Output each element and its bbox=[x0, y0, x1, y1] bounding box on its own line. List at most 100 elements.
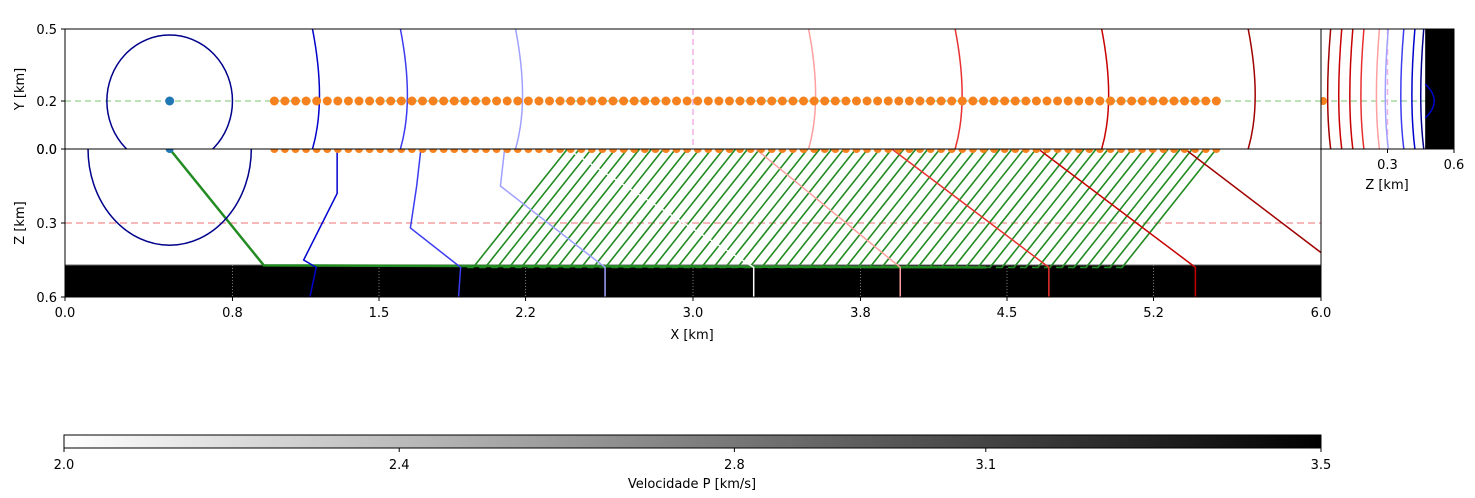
refracted-ray bbox=[659, 149, 761, 269]
map-wavefront-arc bbox=[311, 29, 321, 149]
side-wavefront bbox=[1411, 29, 1416, 149]
map-receiver-point bbox=[862, 96, 872, 106]
refracted-ray bbox=[863, 149, 965, 269]
refracted-ray bbox=[563, 149, 665, 269]
section-receiver-point bbox=[513, 149, 522, 153]
section-receiver-point bbox=[376, 149, 385, 153]
depth-section-panel: 0.00.30.60.0 0.8 1.5 2.2 3.0 3.8 4.5 5.2 6.0 X [… bbox=[13, 143, 1331, 343]
refracted-ray bbox=[1044, 149, 1145, 269]
side-xtick-label: 0.3 bbox=[1377, 158, 1398, 173]
map-receiver-point bbox=[1105, 96, 1115, 106]
section-receiver-point bbox=[492, 149, 501, 153]
map-receiver-point bbox=[1211, 96, 1221, 106]
map-receiver-point bbox=[1084, 96, 1094, 106]
section-receiver-point bbox=[725, 149, 734, 153]
section-receiver-point bbox=[990, 149, 999, 153]
refracted-ray bbox=[1104, 149, 1205, 269]
section-receiver-point bbox=[1191, 149, 1200, 153]
section-receiver-point bbox=[1127, 149, 1136, 153]
section-wavefront bbox=[1184, 149, 1321, 254]
section-receiver-point bbox=[534, 149, 543, 153]
map-receiver-point bbox=[1042, 96, 1052, 106]
refracted-ray bbox=[515, 149, 617, 269]
section-receiver-point bbox=[1201, 149, 1210, 153]
map-receiver-point bbox=[1116, 96, 1126, 106]
section-receiver-point bbox=[746, 149, 755, 153]
map-receiver-point bbox=[386, 96, 396, 106]
map-wavefront-arc bbox=[399, 29, 409, 149]
section-receiver-point bbox=[672, 149, 681, 153]
side-wavefront bbox=[1375, 29, 1381, 149]
colorbar-tick-label: 3.5 bbox=[1311, 458, 1332, 473]
refracted-ray bbox=[1056, 149, 1157, 269]
refracted-ray bbox=[695, 149, 797, 269]
refracted-ray bbox=[851, 149, 953, 269]
map-receiver-point bbox=[407, 96, 417, 106]
section-receiver-point bbox=[344, 149, 353, 153]
side-wavefront-arc bbox=[1424, 83, 1435, 119]
refracted-ray bbox=[671, 149, 773, 269]
section-wavefront bbox=[409, 149, 462, 297]
map-receiver-point bbox=[291, 96, 301, 106]
section-receiver-point bbox=[1032, 149, 1041, 153]
map-view-panel: 0.0 0.2 0.5 Y [km] bbox=[13, 23, 1322, 158]
colorbar-axes: 2.0 2.4 2.8 3.1 3.5 bbox=[54, 448, 1332, 473]
map-ytick-label: 0.5 bbox=[36, 23, 57, 38]
section-receiver-point bbox=[661, 149, 670, 153]
side-xtick-label: 0.6 bbox=[1444, 158, 1465, 173]
map-receiver-point bbox=[978, 96, 988, 106]
map-receiver-point bbox=[481, 96, 491, 106]
section-xtick-label: 6.0 bbox=[1311, 306, 1332, 321]
map-receiver-point bbox=[566, 96, 576, 106]
map-receiver-point bbox=[280, 96, 290, 106]
section-receiver-point bbox=[884, 149, 893, 153]
map-wavefront-arc bbox=[807, 29, 817, 149]
section-receiver-point bbox=[831, 149, 840, 153]
map-receiver-point bbox=[449, 96, 459, 106]
refracted-ray bbox=[1116, 149, 1217, 269]
section-receiver-point bbox=[524, 149, 533, 153]
map-receiver-point bbox=[915, 96, 925, 106]
map-receiver-point bbox=[714, 96, 724, 106]
colorbar-label: Velocidade P [km/s] bbox=[628, 477, 756, 492]
section-receiver-point bbox=[820, 149, 829, 153]
section-source-point bbox=[165, 149, 174, 153]
section-wavefront bbox=[755, 149, 901, 297]
map-receiver-point bbox=[1169, 96, 1179, 106]
map-receiver-point bbox=[777, 96, 787, 106]
refracted-ray bbox=[815, 149, 917, 269]
map-receiver-point bbox=[312, 96, 322, 106]
map-source-point bbox=[165, 96, 175, 106]
section-receiver-point bbox=[1148, 149, 1157, 153]
map-receiver-point bbox=[957, 96, 967, 106]
side-wavefront bbox=[1400, 29, 1405, 149]
refracted-ray bbox=[995, 149, 1097, 269]
refracted-ray bbox=[947, 149, 1049, 269]
refracted-ray bbox=[623, 149, 725, 269]
refracted-ray bbox=[911, 149, 1013, 269]
map-receiver-point bbox=[873, 96, 883, 106]
side-wavefront bbox=[1338, 29, 1343, 149]
map-receiver-point bbox=[1127, 96, 1137, 106]
map-receiver-point bbox=[629, 96, 639, 106]
map-wavefront-arc bbox=[514, 29, 524, 149]
section-receiver-point bbox=[482, 149, 491, 153]
section-receiver-point bbox=[365, 149, 374, 153]
section-receiver-point bbox=[926, 149, 935, 153]
map-receiver-point bbox=[619, 96, 629, 106]
refracted-ray bbox=[575, 149, 677, 269]
map-receiver-point bbox=[354, 96, 364, 106]
map-receiver-point bbox=[1201, 96, 1211, 106]
map-receiver-point bbox=[756, 96, 766, 106]
refracted-ray bbox=[719, 149, 821, 269]
section-receiver-point bbox=[280, 149, 289, 153]
section-receiver-point bbox=[556, 149, 565, 153]
refracted-ray bbox=[767, 149, 869, 269]
side-view-marks bbox=[1321, 29, 1454, 149]
section-receiver-point bbox=[1117, 149, 1126, 153]
section-receiver-point bbox=[577, 149, 586, 153]
depth-section-axes: 0.00.30.60.0 0.8 1.5 2.2 3.0 3.8 4.5 5.2 6.0 bbox=[36, 143, 1331, 321]
refracted-ray bbox=[611, 149, 713, 269]
map-receiver-point bbox=[396, 96, 406, 106]
section-receiver-point bbox=[609, 149, 618, 153]
